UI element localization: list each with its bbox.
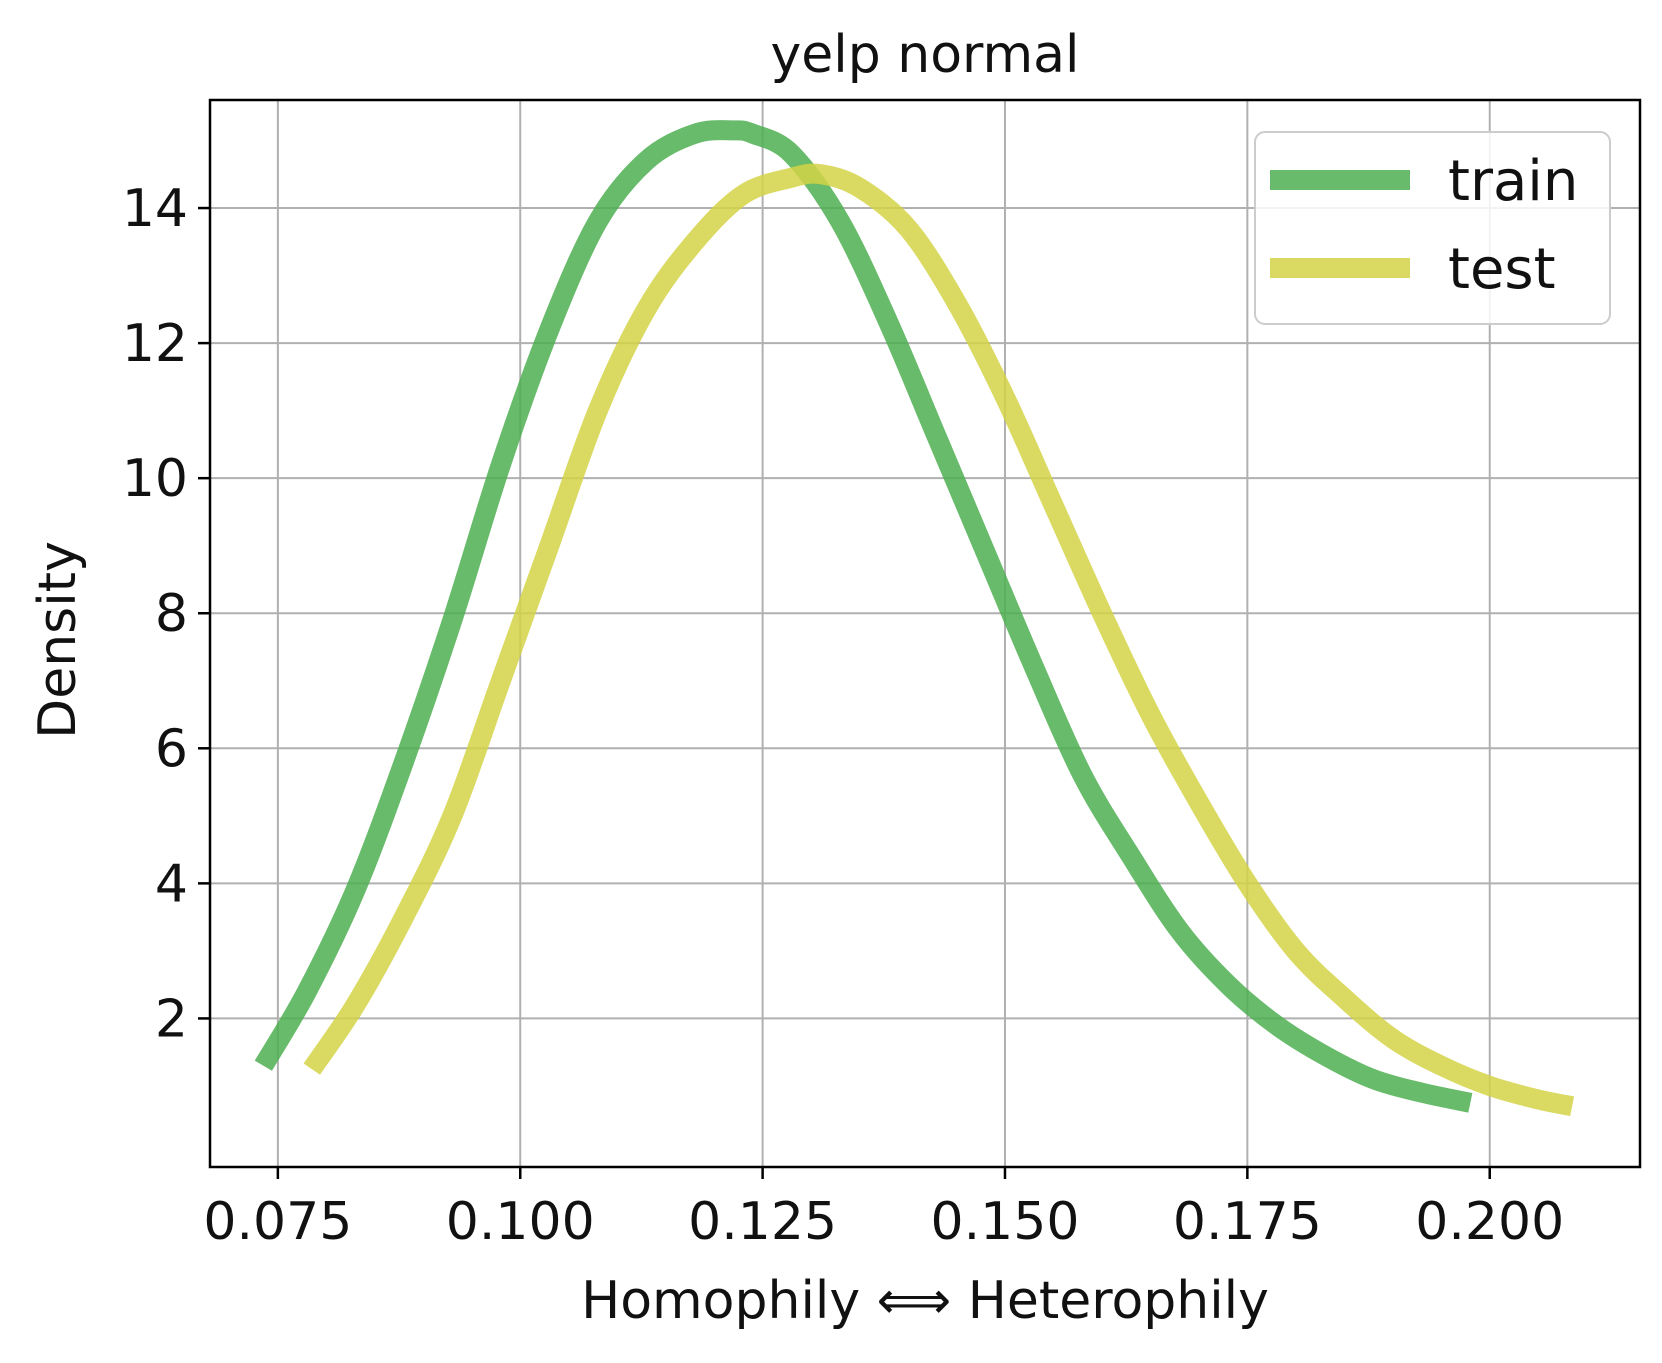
plot-frame [208,98,1642,1169]
chart-title: yelp normal [771,25,1080,85]
legend: train test [1254,131,1611,325]
legend-label-train: train [1448,149,1578,214]
y-tick-label: 14 [122,179,188,239]
y-tick-label: 10 [122,449,188,509]
x-tick-label: 0.125 [688,1192,837,1252]
series-line-train [254,120,1473,1113]
legend-label-test: test [1448,237,1556,302]
y-tick-label: 8 [155,584,188,644]
x-axis-ticks: 0.075 0.100 0.125 0.150 0.175 0.200 [203,1167,1564,1252]
series-line-test [303,163,1575,1117]
y-tick-label: 4 [155,854,188,914]
y-axis-ticks: 2 4 6 8 10 12 14 [122,179,210,1049]
y-tick-label: 6 [155,719,188,779]
y-axis-label: Density [28,541,88,739]
x-tick-label: 0.200 [1415,1192,1564,1252]
x-axis-label: Homophily ⟺ Heterophily [581,1271,1269,1331]
series-lines [254,120,1575,1117]
x-tick-label: 0.075 [203,1192,352,1252]
x-tick-label: 0.100 [446,1192,595,1252]
x-tick-label: 0.150 [931,1192,1080,1252]
x-tick-label: 0.175 [1173,1192,1322,1252]
y-tick-label: 12 [122,314,188,374]
y-tick-label: 2 [155,989,188,1049]
